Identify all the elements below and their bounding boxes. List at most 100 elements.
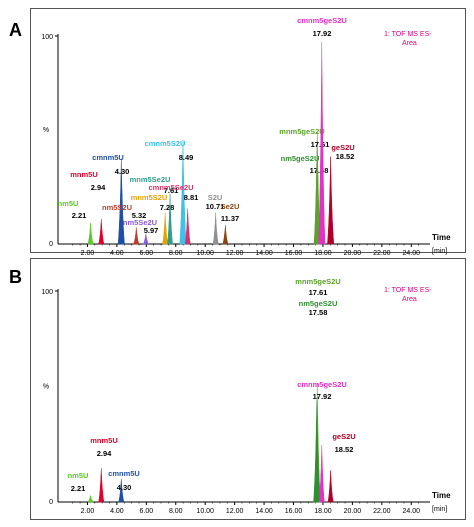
x-tick-label: 18.00: [314, 508, 332, 515]
peak-nm5U: [87, 223, 94, 245]
peak-name-label: cmnm5Se2U: [148, 183, 193, 192]
panel-a-chart: 100% 0 2.00 4.00 6.00 8.00 10.00 12.00 14.00 16.0…: [41, 16, 451, 257]
peak-name-label: cmnm5S2U: [145, 139, 186, 148]
x-tick-label: 2.00: [81, 508, 95, 515]
x-tick-label: 20.00: [344, 250, 362, 257]
peak-nm5Se2U: [142, 233, 149, 245]
x-tick-label: 22.00: [373, 508, 391, 515]
y-tick-label-bottom: 0: [49, 241, 53, 248]
peak-rt-label: 2.21: [72, 211, 87, 220]
peak-rt-label: 17.92: [313, 392, 332, 401]
peak-geS2U: [327, 470, 334, 503]
x-tick-label: 10.00: [196, 508, 214, 515]
x-tick-label: 4.00: [110, 250, 124, 257]
peak-name-label: S2U: [208, 193, 223, 202]
panel-a-frame: [30, 8, 466, 253]
peak-rt-label: 7.61: [164, 186, 179, 195]
peak-name-label: mnm5U: [70, 170, 98, 179]
x-axis-unit: [min]: [432, 506, 447, 513]
peak-rt-label: 8.49: [179, 153, 194, 162]
x-axis-label: Time: [432, 491, 451, 500]
panel-b-letter: B: [9, 267, 22, 287]
peak-cmnm5S2U: [179, 139, 187, 245]
x-tick-label: 12.00: [226, 250, 244, 257]
panel-b-frame: [30, 258, 466, 520]
peak-rt-label: 2.21: [71, 484, 86, 493]
peak-cmnm5U: [118, 478, 125, 503]
x-tick-label: 4.00: [110, 508, 124, 515]
x-tick-label: 24.00: [403, 250, 421, 257]
peak-cmnm5U: [117, 158, 125, 245]
peak-name-label: mnm5U: [90, 436, 118, 445]
legend-text: Area: [402, 296, 417, 303]
peak-rt-label: 17.58: [310, 166, 329, 175]
peak-mnm5U: [98, 468, 105, 503]
peak-name-label: cmnm5U: [108, 469, 140, 478]
peak-rt-label: 18.52: [335, 445, 354, 454]
x-tick-label: 10.00: [196, 250, 214, 257]
peak-name-label: cmnm5U: [92, 153, 124, 162]
legend-text: 1: TOF MS ES-: [384, 287, 432, 294]
x-tick-label: 6.00: [140, 250, 154, 257]
x-tick-label: 20.00: [344, 508, 362, 515]
panel-a-letter: A: [9, 20, 22, 40]
peak-name-label: mnm5geS2U: [279, 127, 324, 136]
peak-name-label: mnm5S2U: [131, 193, 168, 202]
peak-rt-label: 10.71: [206, 202, 225, 211]
x-tick-label: 24.00: [403, 508, 421, 515]
peak-mnm5S2U: [162, 212, 169, 245]
peak-mnm5U: [98, 219, 105, 245]
peak-rt-label: 17.61: [311, 140, 330, 149]
x-axis-unit: [min]: [432, 248, 447, 255]
peak-name-label: geS2U: [331, 143, 354, 152]
legend-text: Area: [402, 40, 417, 47]
peak-name-label: Se2U: [221, 202, 240, 211]
peak-S2U: [212, 212, 219, 245]
peak-nm5U: [87, 495, 94, 503]
peak-name-label: nm5S2U: [102, 203, 132, 212]
peak-rt-label: 8.81: [184, 193, 199, 202]
x-tick-label: 8.00: [169, 250, 183, 257]
peak-rt-label: 7.28: [160, 203, 175, 212]
peak-cmnm5geS2U: [318, 445, 325, 503]
peak-geS2U: [327, 156, 335, 245]
peak-nm5S2U: [133, 227, 140, 245]
peak-name-label: nm5Se2U: [123, 218, 157, 227]
x-tick-label: 8.00: [169, 508, 183, 515]
peak-nm5geS2U: [313, 400, 321, 503]
peak-name-label: cmnm5geS2U: [297, 380, 347, 389]
peak-rt-label: 4.30: [117, 483, 132, 492]
x-tick-label: 14.00: [255, 508, 273, 515]
x-tick-label: 2.00: [81, 250, 95, 257]
peak-rt-label: 17.58: [309, 308, 328, 317]
peak-rt-label: 18.52: [336, 152, 355, 161]
peak-rt-label: 5.97: [144, 226, 159, 235]
peak-name-label: mnm5Se2U: [130, 175, 171, 184]
x-tick-label: 18.00: [314, 250, 332, 257]
x-tick-label: 14.00: [255, 250, 273, 257]
peak-Se2U: [222, 225, 229, 245]
peak-rt-label: 2.94: [91, 183, 106, 192]
peak-cmnm5geS2U: [318, 42, 326, 245]
panel-b-chart: 100% 0 2.00 4.00 6.00 8.00 10.00 12.00 14.00 16.0…: [41, 277, 451, 515]
y-tick-label-bottom: 0: [49, 499, 53, 506]
x-tick-label: 6.00: [140, 508, 154, 515]
x-tick-label: 12.00: [226, 508, 244, 515]
peak-rt-label: 17.92: [313, 29, 332, 38]
legend-text: 1: TOF MS ES-: [384, 31, 432, 38]
peak-name-label: nm5U: [68, 471, 89, 480]
peak-mnm5Se2U: [167, 194, 173, 245]
peak-rt-label: 4.30: [115, 167, 130, 176]
peak-rt-label: 11.37: [221, 214, 239, 223]
y-axis-label: %: [43, 384, 49, 391]
y-tick-label-top: 100: [41, 289, 53, 296]
x-tick-label: 16.00: [285, 508, 303, 515]
x-tick-label: 22.00: [373, 250, 391, 257]
x-tick-label: 16.00: [285, 250, 303, 257]
peak-rt-label: 2.94: [97, 449, 112, 458]
y-tick-label-top: 100: [41, 34, 53, 41]
peak-cmnm5Se2U: [184, 208, 191, 245]
peak-name-label: nm5geS2U: [299, 299, 338, 308]
peak-rt-label: 17.61: [309, 288, 328, 297]
peak-name-label: cmnm5geS2U: [297, 16, 347, 25]
